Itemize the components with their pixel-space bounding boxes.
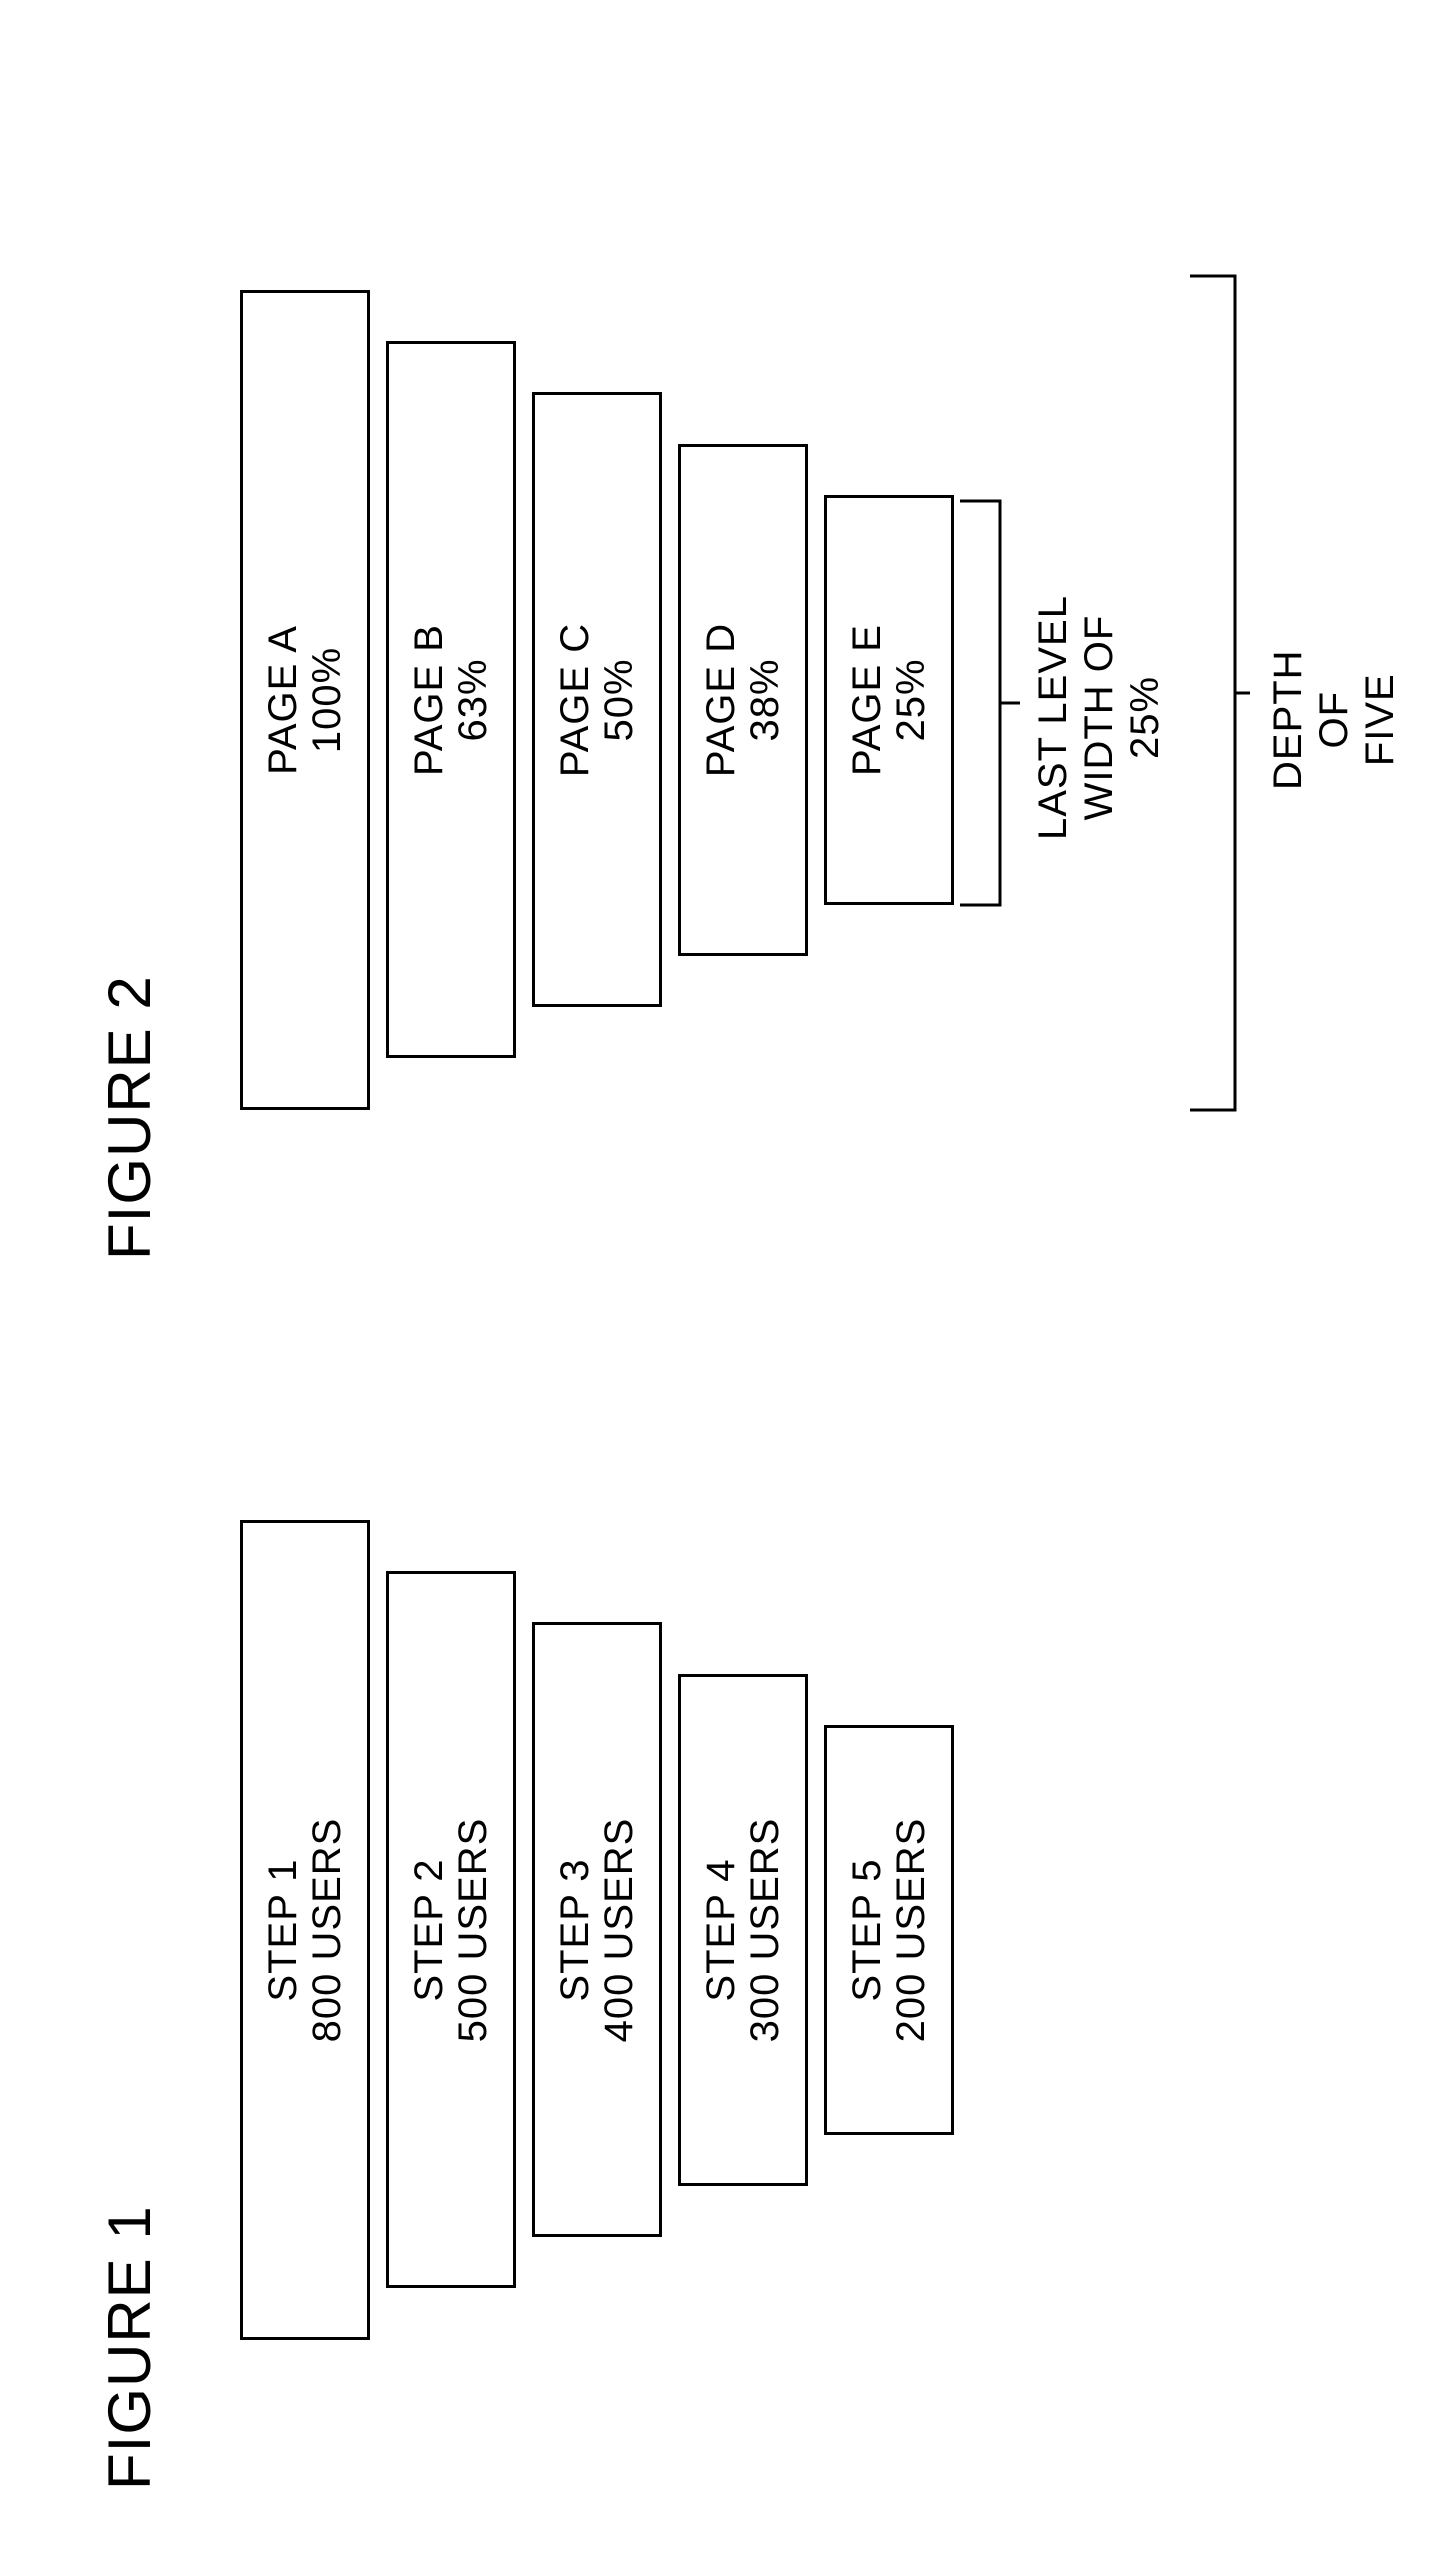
bar-line2: 800 USERS	[305, 1818, 349, 2043]
figure2-bar-4: PAGE E 25%	[824, 495, 954, 905]
figure2-bar-1: PAGE B 63%	[386, 342, 516, 1059]
figure1-bar-1: STEP 2 500 USERS	[386, 1572, 516, 2289]
bar-line2: 500 USERS	[451, 1818, 495, 2043]
bar-line1: STEP 4	[699, 1858, 743, 2001]
anno-line: FIVE	[1358, 673, 1402, 766]
figure2-bar-0: PAGE A 100%	[240, 290, 370, 1110]
bar-line1: PAGE E	[845, 624, 889, 776]
figure1-bar-2: STEP 3 400 USERS	[532, 1623, 662, 2238]
bar-line2: 300 USERS	[743, 1818, 787, 2043]
figure1-funnel: STEP 1 800 USERS STEP 2 500 USERS STEP 3…	[240, 1520, 954, 2340]
bar-line1: PAGE A	[261, 625, 305, 775]
bar-line1: STEP 1	[261, 1858, 305, 2001]
figure1-bar-4: STEP 5 200 USERS	[824, 1725, 954, 2135]
figure2-bar-3: PAGE D 38%	[678, 444, 808, 956]
bar-line2: 400 USERS	[597, 1818, 641, 2043]
bar-line1: PAGE C	[553, 623, 597, 777]
anno-line: 25%	[1123, 676, 1167, 759]
bar-line1: STEP 2	[407, 1858, 451, 2001]
figure1-title: FIGURE 1	[95, 2205, 164, 2490]
bar-line1: STEP 3	[553, 1858, 597, 2001]
figure2-bar-2: PAGE C 50%	[532, 393, 662, 1008]
figure1-bar-3: STEP 4 300 USERS	[678, 1674, 808, 2186]
depth-annotation: DEPTH OF FIVE	[1265, 649, 1403, 790]
bar-line2: 38%	[743, 658, 787, 741]
bar-line1: PAGE B	[407, 624, 451, 776]
width-annotation: LAST LEVEL WIDTH OF 25%	[1030, 595, 1168, 840]
bar-line2: 100%	[305, 647, 349, 753]
bar-line2: 50%	[597, 658, 641, 741]
figure2-title: FIGURE 2	[95, 975, 164, 1260]
anno-line: WIDTH OF	[1077, 615, 1121, 821]
anno-line: DEPTH	[1266, 649, 1310, 790]
anno-line: LAST LEVEL	[1031, 595, 1075, 840]
bar-line1: PAGE D	[699, 623, 743, 777]
width-bracket	[960, 495, 1020, 915]
bar-line2: 200 USERS	[889, 1818, 933, 2043]
bar-line2: 63%	[451, 658, 495, 741]
bar-line2: 25%	[889, 658, 933, 741]
depth-bracket	[1190, 270, 1250, 1130]
figure2-funnel: PAGE A 100% PAGE B 63% PAGE C 50% PAGE D…	[240, 290, 954, 1110]
bar-line1: STEP 5	[845, 1858, 889, 2001]
figure1-bar-0: STEP 1 800 USERS	[240, 1520, 370, 2340]
anno-line: OF	[1312, 691, 1356, 749]
